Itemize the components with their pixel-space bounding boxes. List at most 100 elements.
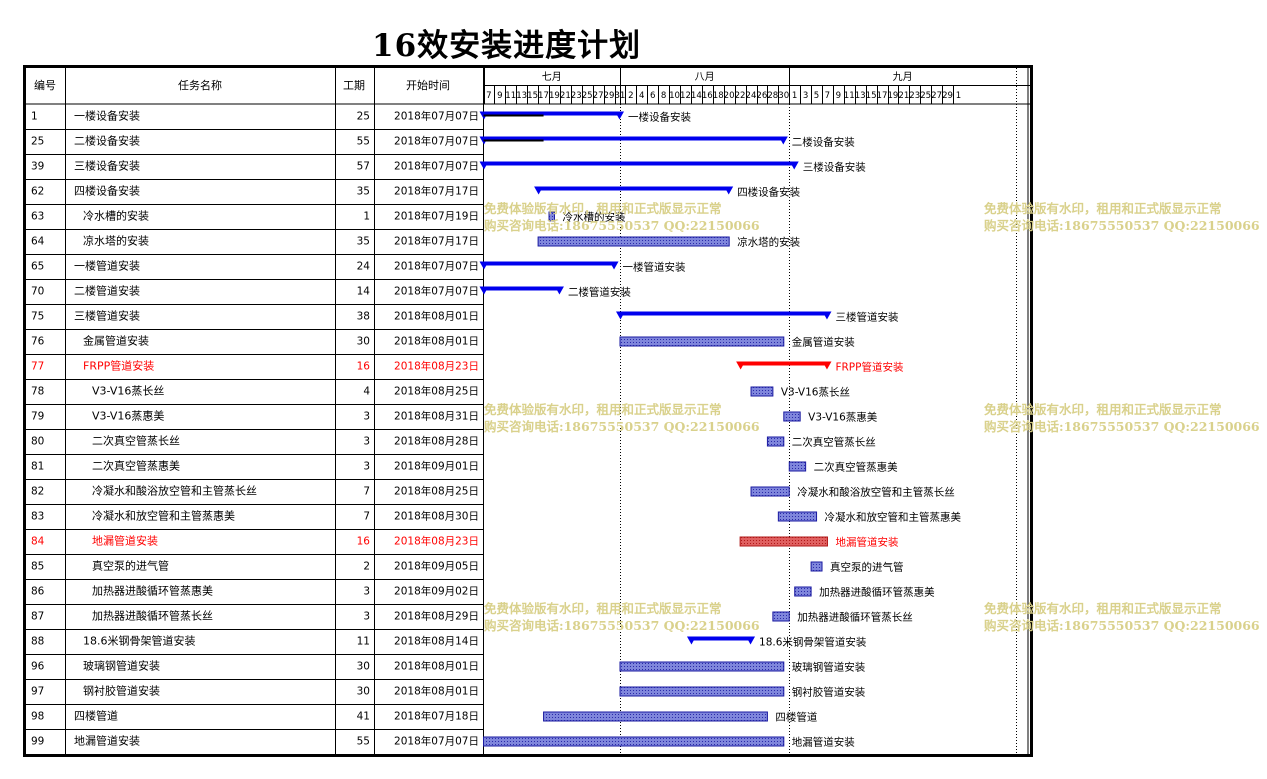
- summary-right-cap: [615, 111, 624, 120]
- day-label: 30: [778, 91, 789, 101]
- summary-bar: [620, 311, 828, 316]
- task-bar: [548, 211, 555, 222]
- task-bar: [619, 686, 785, 697]
- cell-start: 2018年08月01日: [394, 685, 479, 698]
- summary-right-cap: [822, 311, 832, 320]
- day-label: 12: [680, 91, 691, 101]
- cell-duration: 41: [357, 711, 370, 723]
- day-label: 3: [803, 91, 808, 101]
- summary-left-cap: [479, 161, 489, 170]
- cell-task-name: 冷凝水和酸浴放空管和主管蒸长丝: [92, 484, 257, 498]
- cell-id: 84: [31, 536, 45, 548]
- bar-label: 二楼设备安装: [792, 136, 855, 149]
- cell-start: 2018年09月02日: [394, 585, 479, 598]
- cell-task-name: 18.6米钢骨架管道安装: [83, 634, 196, 648]
- grid-layer: [620, 68, 1029, 754]
- cell-start: 2018年07月07日: [394, 260, 479, 273]
- cell-id: 1: [31, 111, 38, 123]
- bar-label: 加热器进酸循环管蒸长丝: [797, 611, 913, 624]
- day-label: 20: [724, 91, 735, 101]
- task-bar: [619, 661, 785, 672]
- cell-start: 2018年08月01日: [394, 660, 479, 673]
- cell-duration: 30: [357, 661, 370, 673]
- summary-bar: [483, 161, 795, 166]
- summary-bar: [483, 136, 784, 141]
- task-rows: 1 一楼设备安装 25 2018年07月07日 25 二楼设备安装 55 2018年07月07…: [26, 109, 483, 748]
- bar-label: 冷凝水和酸浴放空管和主管蒸长丝: [797, 486, 955, 499]
- cell-duration: 3: [363, 436, 370, 448]
- cell-duration: 7: [363, 486, 370, 498]
- day-label: 18: [713, 91, 724, 101]
- day-label: 6: [650, 91, 655, 101]
- summary-right-cap: [789, 161, 799, 170]
- summary-left-cap: [479, 261, 489, 270]
- task-bar: [750, 386, 774, 397]
- task-bar: [739, 536, 828, 547]
- cell-task-name: 四楼设备安装: [74, 184, 140, 198]
- cell-start: 2018年08月23日: [394, 360, 479, 373]
- cell-id: 75: [31, 311, 44, 323]
- progress-line: [483, 114, 544, 117]
- progress-line: [483, 139, 544, 142]
- cell-id: 39: [31, 161, 44, 173]
- bar-label: 四楼管道: [775, 711, 817, 724]
- day-label: 15: [527, 91, 538, 101]
- cell-id: 96: [31, 661, 45, 673]
- day-label: 25: [582, 91, 593, 101]
- day-label: 15: [866, 91, 877, 101]
- bar-label: 四楼设备安装: [737, 186, 800, 199]
- summary-right-cap: [746, 636, 756, 645]
- cell-id: 64: [31, 236, 45, 248]
- cell-id: 86: [31, 586, 45, 598]
- cell-start: 2018年08月23日: [394, 535, 479, 548]
- cell-start: 2018年07月07日: [394, 110, 479, 123]
- day-label: 1: [956, 91, 961, 101]
- summary-bar: [483, 111, 620, 116]
- cell-start: 2018年08月29日: [394, 610, 479, 623]
- month-label: 七月: [542, 71, 562, 83]
- summary-right-cap: [724, 186, 734, 195]
- cell-id: 76: [31, 336, 45, 348]
- cell-id: 98: [31, 711, 44, 723]
- cell-task-name: 二次真空管蒸长丝: [92, 434, 180, 448]
- bar-label: 一楼管道安装: [623, 261, 686, 274]
- bar-label: V3-V16蒸惠美: [808, 411, 878, 424]
- cell-task-name: 冷水槽的安装: [83, 209, 149, 223]
- cell-duration: 14: [357, 286, 371, 298]
- cell-start: 2018年07月18日: [394, 710, 479, 723]
- cell-start: 2018年08月01日: [394, 335, 479, 348]
- cell-task-name: V3-V16蒸长丝: [92, 385, 164, 398]
- cell-start: 2018年08月28日: [394, 435, 479, 448]
- bar-label: 地漏管道安装: [835, 536, 898, 549]
- day-label: 23: [909, 91, 920, 101]
- task-bar: [810, 561, 823, 572]
- summary-right-cap: [609, 261, 619, 270]
- cell-id: 63: [31, 211, 44, 223]
- day-label: 14: [691, 91, 702, 101]
- cell-start: 2018年08月25日: [394, 385, 479, 398]
- day-label: 11: [505, 91, 516, 101]
- cell-task-name: FRPP管道安装: [83, 359, 154, 373]
- bar-label: 加热器进酸循环管蒸惠美: [819, 586, 935, 599]
- cell-task-name: 二楼管道安装: [74, 284, 140, 298]
- cell-start: 2018年09月05日: [394, 560, 479, 573]
- task-bar: [788, 461, 807, 472]
- day-label: 9: [836, 91, 841, 101]
- day-label: 10: [669, 91, 680, 101]
- bar-label: V3-V16蒸长丝: [781, 387, 850, 399]
- cell-task-name: 一楼管道安装: [74, 259, 140, 273]
- day-label: 5: [814, 91, 819, 101]
- cell-duration: 16: [357, 536, 371, 548]
- task-bar: [772, 611, 790, 622]
- cell-id: 82: [31, 486, 44, 498]
- cell-id: 70: [31, 286, 44, 298]
- cell-start: 2018年07月19日: [394, 210, 479, 223]
- day-label: 26: [756, 91, 767, 101]
- cell-duration: 3: [363, 611, 370, 623]
- cell-id: 65: [31, 261, 44, 273]
- cell-id: 99: [31, 736, 44, 748]
- summary-right-cap: [822, 361, 832, 370]
- bar-label: 真空泵的进气管: [830, 561, 904, 574]
